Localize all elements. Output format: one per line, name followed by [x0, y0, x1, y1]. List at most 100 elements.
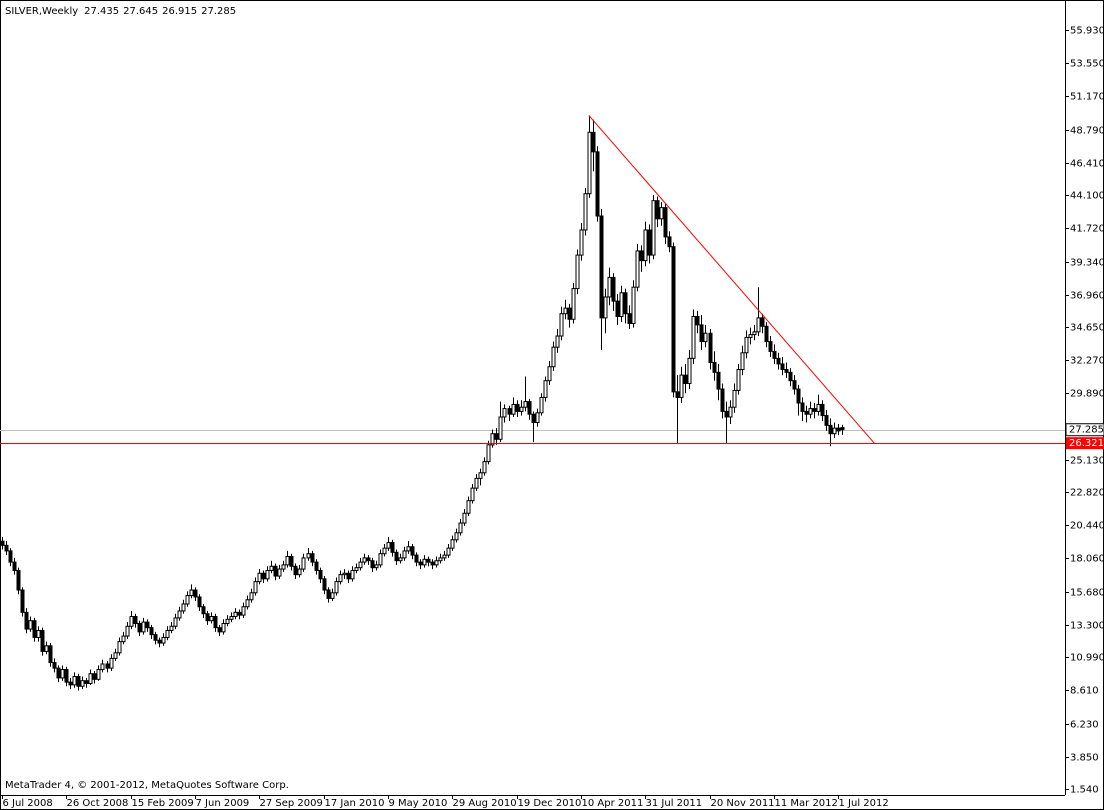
candle-body — [603, 296, 608, 319]
candle-body — [277, 568, 282, 577]
candle-body — [482, 461, 487, 474]
candle-body — [732, 389, 737, 408]
candle-body — [273, 565, 278, 577]
candle-body — [197, 596, 202, 608]
candle-body — [555, 335, 560, 348]
candle-body — [519, 406, 524, 412]
candle-body — [181, 603, 186, 612]
candle-body — [442, 554, 447, 559]
candle-body — [133, 616, 138, 624]
candle-body — [703, 332, 708, 343]
y-tick-label: 10.990 — [1070, 653, 1104, 664]
candle-body — [675, 391, 680, 398]
y-tick-label: 6.230 — [1070, 720, 1099, 731]
candle-body — [378, 553, 383, 566]
candle-body — [145, 621, 150, 629]
candle-body — [382, 547, 387, 555]
y-tick-label: 34.650 — [1070, 323, 1104, 334]
candle-body — [28, 620, 33, 630]
candle-body — [398, 557, 403, 562]
candle-body — [619, 292, 624, 317]
candle-body — [149, 627, 154, 636]
candle-body — [788, 371, 793, 382]
candle-body — [643, 229, 648, 262]
candle-body — [430, 561, 435, 566]
candle-body — [314, 561, 319, 571]
x-tick-label: 26 Oct 2008 — [67, 798, 129, 809]
support-label-box — [1066, 437, 1104, 450]
candle-body — [366, 557, 371, 562]
candle-body — [129, 616, 134, 627]
candle-body — [374, 564, 379, 569]
candle-body — [756, 317, 761, 333]
candle-body — [595, 151, 600, 217]
ohlc-open: 27.435 — [84, 6, 119, 17]
candle-body — [820, 403, 825, 417]
candle-body — [257, 572, 262, 583]
price-label: 27.285 — [1069, 425, 1104, 436]
candle-body — [213, 616, 218, 629]
candle-body — [724, 410, 729, 418]
candle-body — [712, 362, 717, 373]
candle-body — [285, 556, 290, 566]
ohlc-low: 26.915 — [162, 6, 197, 17]
candle-body — [836, 427, 841, 432]
candle-body — [193, 589, 198, 598]
candle-body — [478, 472, 483, 479]
candle-body — [72, 676, 77, 686]
candle-body — [535, 412, 540, 424]
candle-body — [249, 592, 254, 601]
candle-body — [579, 229, 584, 256]
y-tick-label: 51.170 — [1070, 92, 1104, 103]
candle-body — [362, 557, 367, 563]
candle-body — [84, 680, 89, 685]
candle-body — [659, 207, 664, 220]
candle-body — [446, 547, 451, 556]
candle-body — [466, 500, 471, 514]
candle-body — [342, 572, 347, 576]
x-tick-label: 10 Apr 2011 — [582, 798, 644, 809]
candle-body — [410, 546, 415, 556]
candle-body — [157, 639, 162, 644]
candle-body — [394, 551, 399, 562]
candle-body — [137, 622, 142, 633]
candle-body — [201, 606, 206, 615]
candle-body — [386, 542, 391, 549]
x-tick-label: 15 Feb 2009 — [132, 798, 194, 809]
candle-body — [209, 616, 214, 622]
candle-body — [695, 315, 700, 326]
candle-body — [100, 663, 105, 671]
candle-body — [663, 207, 668, 238]
candle-body — [322, 578, 327, 591]
candle-body — [165, 629, 170, 638]
y-tick-label: 29.890 — [1070, 389, 1104, 400]
candle-body — [571, 288, 576, 320]
candle-body — [454, 532, 459, 541]
candle-body — [679, 374, 684, 398]
candle-body — [551, 346, 556, 368]
y-tick-label: 55.930 — [1070, 26, 1104, 37]
candle-body — [768, 341, 773, 352]
y-tick-label: 44.100 — [1070, 191, 1104, 202]
candle-body — [241, 606, 246, 616]
candle-body — [752, 331, 757, 336]
x-tick-label: 11 Mar 2012 — [775, 798, 838, 809]
candle-body — [784, 369, 789, 373]
y-tick-label: 41.720 — [1070, 224, 1104, 235]
candle-body — [647, 229, 652, 256]
candle-body — [177, 610, 182, 619]
candle-body — [60, 669, 65, 679]
candle-body — [354, 567, 359, 571]
candle-body — [615, 300, 620, 317]
candle-body — [52, 662, 57, 669]
x-tick-label: 31 Jul 2011 — [646, 798, 703, 809]
candle-body — [683, 374, 688, 384]
candle-body — [671, 246, 676, 393]
candle-body — [824, 415, 829, 426]
candle-body — [173, 617, 178, 627]
candle-body — [498, 416, 503, 440]
candle-body — [105, 663, 110, 669]
candle-body — [237, 611, 242, 616]
candle-body — [269, 565, 274, 571]
